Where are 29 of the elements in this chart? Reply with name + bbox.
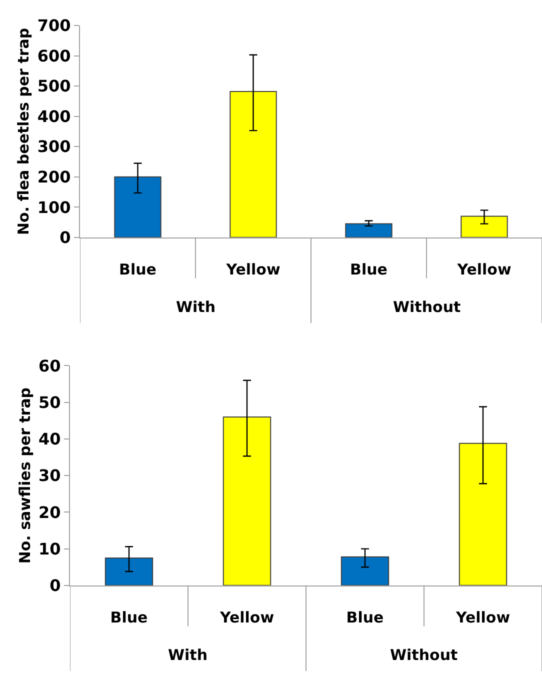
y-tick-label: 20 bbox=[38, 502, 61, 522]
y-axis-title: No. sawflies per trap bbox=[16, 387, 34, 564]
text: Without bbox=[390, 646, 458, 664]
y-axis-title: No. flea beetles per trap bbox=[14, 28, 33, 236]
y-tick-label: 40 bbox=[38, 430, 61, 449]
y-tick-label: 30 bbox=[38, 466, 61, 486]
y-tick-label: 0 bbox=[50, 576, 61, 596]
text: Without bbox=[393, 298, 461, 316]
x-tick-label: Blue bbox=[110, 608, 148, 626]
y-tick-label: 60 bbox=[38, 356, 61, 376]
y-tick-label: 400 bbox=[37, 106, 71, 126]
y-tick-label: 200 bbox=[37, 167, 71, 186]
x-tick-label: Blue bbox=[350, 260, 388, 278]
text: With bbox=[176, 298, 216, 316]
y-tick-label: 50 bbox=[38, 392, 61, 412]
x-tick-label: Yellow bbox=[456, 260, 512, 278]
x-tick-label: Yellow bbox=[218, 608, 274, 626]
y-tick-label: 100 bbox=[37, 198, 71, 217]
y-tick-label: 0 bbox=[60, 228, 71, 248]
y-tick-label: 500 bbox=[37, 76, 71, 96]
x-tick-label: Yellow bbox=[225, 260, 280, 278]
text: With bbox=[168, 646, 208, 664]
y-tick-label: 300 bbox=[37, 137, 71, 156]
y-tick-label: 10 bbox=[38, 539, 61, 558]
y-tick-label: 700 bbox=[37, 16, 71, 36]
x-tick-label: Blue bbox=[346, 608, 384, 626]
y-tick-label: 600 bbox=[37, 46, 71, 66]
x-tick-label: Yellow bbox=[454, 608, 510, 626]
x-tick-label: Blue bbox=[119, 260, 156, 278]
